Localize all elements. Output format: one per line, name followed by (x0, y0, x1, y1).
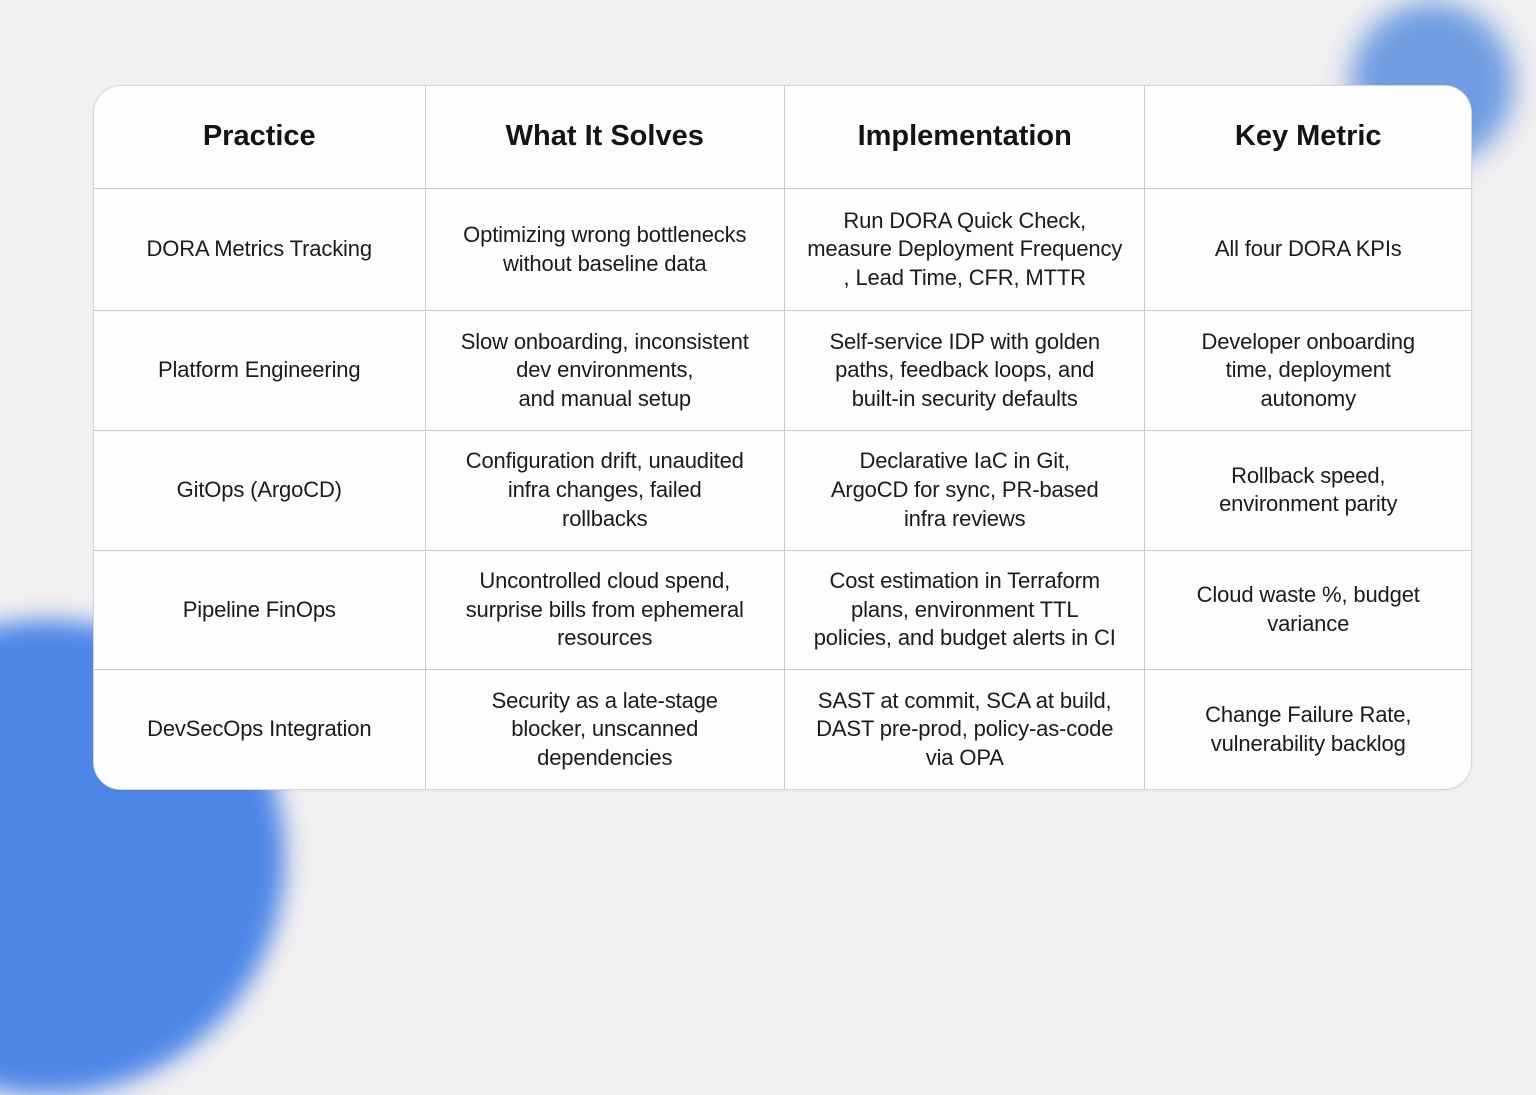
cell-implementation: Run DORA Quick Check, measure Deployment… (783, 187, 1145, 311)
cell-practice: GitOps (ArgoCD) (94, 430, 425, 550)
column-header-what-it-solves: What It Solves (424, 86, 784, 188)
column-header-implementation: Implementation (783, 86, 1144, 188)
cell-what-it-solves: Uncontrolled cloud spend, surprise bills… (424, 549, 784, 670)
cell-practice: DORA Metrics Tracking (94, 187, 425, 311)
table-card: Practice What It Solves Implementation K… (93, 85, 1472, 790)
cell-key-metric: Cloud waste %, budget variance (1144, 549, 1471, 670)
cell-what-it-solves: Configuration drift, unaudited infra cha… (424, 430, 784, 550)
cell-implementation: SAST at commit, SCA at build, DAST pre-p… (783, 669, 1145, 789)
column-header-key-metric: Key Metric (1144, 86, 1471, 188)
cell-implementation: Declarative IaC in Git, ArgoCD for sync,… (783, 430, 1145, 550)
cell-what-it-solves: Optimizing wrong bottlenecks without bas… (424, 187, 784, 311)
cell-key-metric: Rollback speed, environment parity (1144, 430, 1471, 550)
practices-table: Practice What It Solves Implementation K… (94, 86, 1471, 789)
cell-implementation: Cost estimation in Terraform plans, envi… (783, 549, 1145, 670)
cell-key-metric: All four DORA KPIs (1144, 187, 1471, 311)
cell-what-it-solves: Slow onboarding, inconsistent dev enviro… (424, 310, 784, 431)
cell-practice: DevSecOps Integration (94, 669, 425, 789)
cell-key-metric: Change Failure Rate, vulnerability backl… (1144, 669, 1471, 789)
cell-key-metric: Developer onboarding time, deployment au… (1144, 310, 1471, 431)
column-header-practice: Practice (202, 120, 316, 152)
cell-practice: Platform Engineering (94, 310, 425, 430)
cell-implementation: Self-service IDP with golden paths, feed… (783, 310, 1145, 431)
cell-practice: Pipeline FinOps (94, 549, 425, 670)
cell-what-it-solves: Security as a late-stage blocker, unscan… (424, 669, 784, 789)
